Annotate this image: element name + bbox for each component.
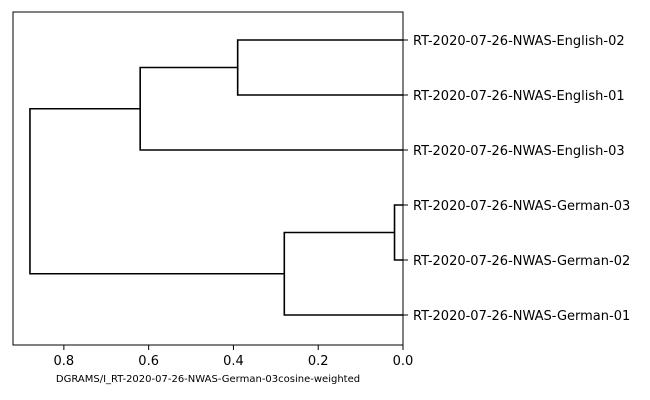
x-axis-label: DGRAMS/I_RT-2020-07-26-NWAS-German-03cos…: [56, 374, 360, 385]
leaf-label: RT-2020-07-26-NWAS-German-03: [413, 199, 630, 214]
link-merge-4: [29, 107, 285, 275]
x-axis-ticks: 0.8 0.6 0.4 0.2 0.0: [54, 345, 414, 369]
link-merge-3: [139, 66, 403, 151]
x-tick-label: 0.6: [138, 354, 159, 369]
link-merge-0: [393, 204, 403, 261]
link-merge-1: [236, 39, 403, 96]
leaf-labels: RT-2020-07-26-NWAS-English-02 RT-2020-07-…: [403, 34, 630, 324]
leaf-label: RT-2020-07-26-NWAS-English-02: [413, 34, 625, 49]
link-merge-2: [283, 231, 403, 316]
axes-frame: [12, 11, 404, 346]
leaf-label: RT-2020-07-26-NWAS-German-02: [413, 254, 630, 269]
dendrogram-links: [29, 39, 403, 316]
x-tick-label: 0.8: [54, 354, 75, 369]
x-tick-label: 0.4: [223, 354, 244, 369]
x-tick-label: 0.2: [308, 354, 329, 369]
leaf-label: RT-2020-07-26-NWAS-German-01: [413, 309, 630, 324]
leaf-label: RT-2020-07-26-NWAS-English-01: [413, 89, 625, 104]
leaf-label: RT-2020-07-26-NWAS-English-03: [413, 144, 625, 159]
x-tick-label: 0.0: [393, 354, 414, 369]
